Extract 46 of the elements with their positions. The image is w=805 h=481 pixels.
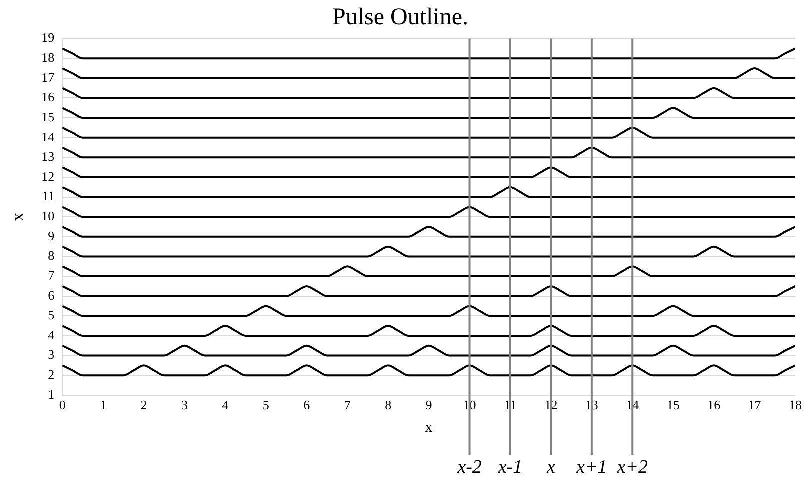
ref-line-label: x-2	[456, 457, 482, 478]
ref-line-label: x-1	[497, 457, 523, 478]
y-tick-label: 12	[42, 168, 55, 184]
x-tick-label: 7	[344, 398, 352, 413]
y-tick-label: 3	[48, 347, 55, 362]
x-tick-label: 13	[585, 398, 598, 413]
y-tick-label: 10	[42, 208, 55, 224]
x-tick-label: 15	[666, 398, 680, 413]
x-tick-label: 4	[222, 398, 230, 413]
y-tick-label: 8	[48, 248, 55, 264]
y-tick-label: 14	[42, 129, 56, 144]
x-tick-label: 3	[182, 398, 188, 413]
y-tick-label: 15	[42, 109, 55, 124]
x-tick-label: 12	[544, 398, 558, 413]
y-tick-label: 13	[42, 149, 55, 164]
x-tick-label: 8	[385, 398, 392, 413]
y-tick-label: 5	[48, 308, 55, 323]
ref-line-label: x+1	[576, 457, 608, 478]
x-tick-label: 9	[426, 398, 432, 413]
ref-line-label: x+2	[616, 457, 649, 478]
y-tick-label: 1	[48, 386, 55, 402]
y-tick-label: 7	[48, 268, 56, 283]
x-axis-title: x	[425, 420, 434, 436]
x-tick-label: 16	[708, 398, 722, 413]
x-tick-label: 5	[262, 398, 270, 413]
chart-title: Pulse Outline.	[332, 4, 468, 31]
y-tick-label: 11	[42, 188, 55, 204]
y-tick-label: 16	[42, 90, 56, 105]
x-tick-label: 2	[140, 398, 148, 413]
ref-line-label: x	[546, 457, 556, 478]
x-tick-label: 0	[59, 398, 66, 413]
y-tick-label: 17	[42, 70, 56, 85]
y-tick-label: 4	[48, 327, 56, 342]
x-tick-label: 1	[100, 398, 107, 413]
y-tick-label: 19	[42, 30, 55, 46]
y-tick-label: 6	[48, 288, 56, 303]
y-tick-label: 2	[48, 367, 55, 382]
y-axis-title: x	[8, 212, 28, 222]
x-tick-label: 17	[748, 398, 762, 413]
x-tick-label: 18	[789, 398, 802, 413]
y-tick-label: 18	[42, 50, 55, 66]
y-tick-label: 9	[48, 228, 55, 244]
x-tick-label: 6	[304, 398, 311, 413]
x-tick-label: 10	[463, 398, 476, 413]
x-tick-label: 14	[626, 398, 640, 413]
x-tick-label: 11	[504, 398, 517, 413]
